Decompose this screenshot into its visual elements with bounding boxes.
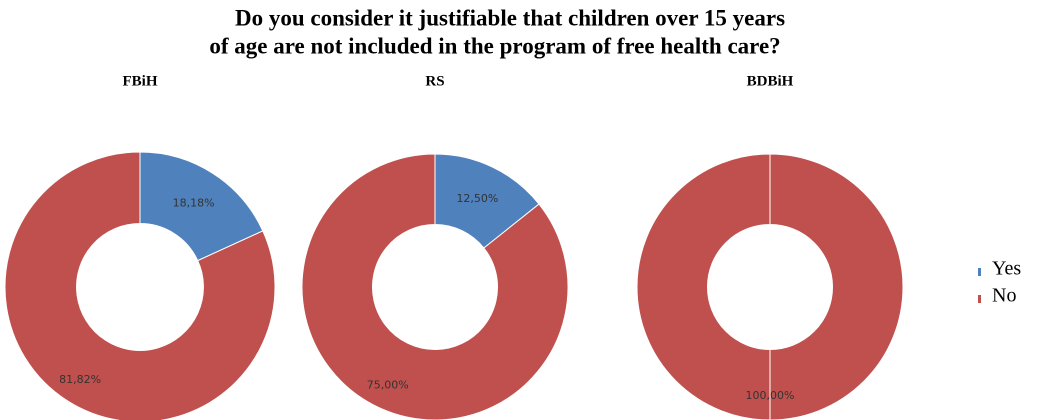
legend-label: No [992,285,1016,307]
legend-swatch [978,268,981,276]
data-label: 100,00% [746,389,795,402]
data-label: 18,18% [173,197,215,210]
chart-subtitle: FBiH [122,73,157,89]
legend-swatch [978,295,981,303]
data-label: 12,50% [456,192,498,205]
donut-slice [4,151,276,420]
legend-label: Yes [992,258,1021,280]
chart-title: of age are not included in the program o… [209,33,780,58]
chart-subtitle: RS [425,73,444,89]
chart-subtitle: BDBiH [747,73,794,89]
data-label: 75,00% [367,378,409,391]
donut-slice [139,151,264,262]
chart-title: Do you consider it justifiable that chil… [235,5,785,30]
donut-slice [636,153,904,420]
donut-slice [301,153,569,420]
data-label: 81,82% [59,373,101,386]
